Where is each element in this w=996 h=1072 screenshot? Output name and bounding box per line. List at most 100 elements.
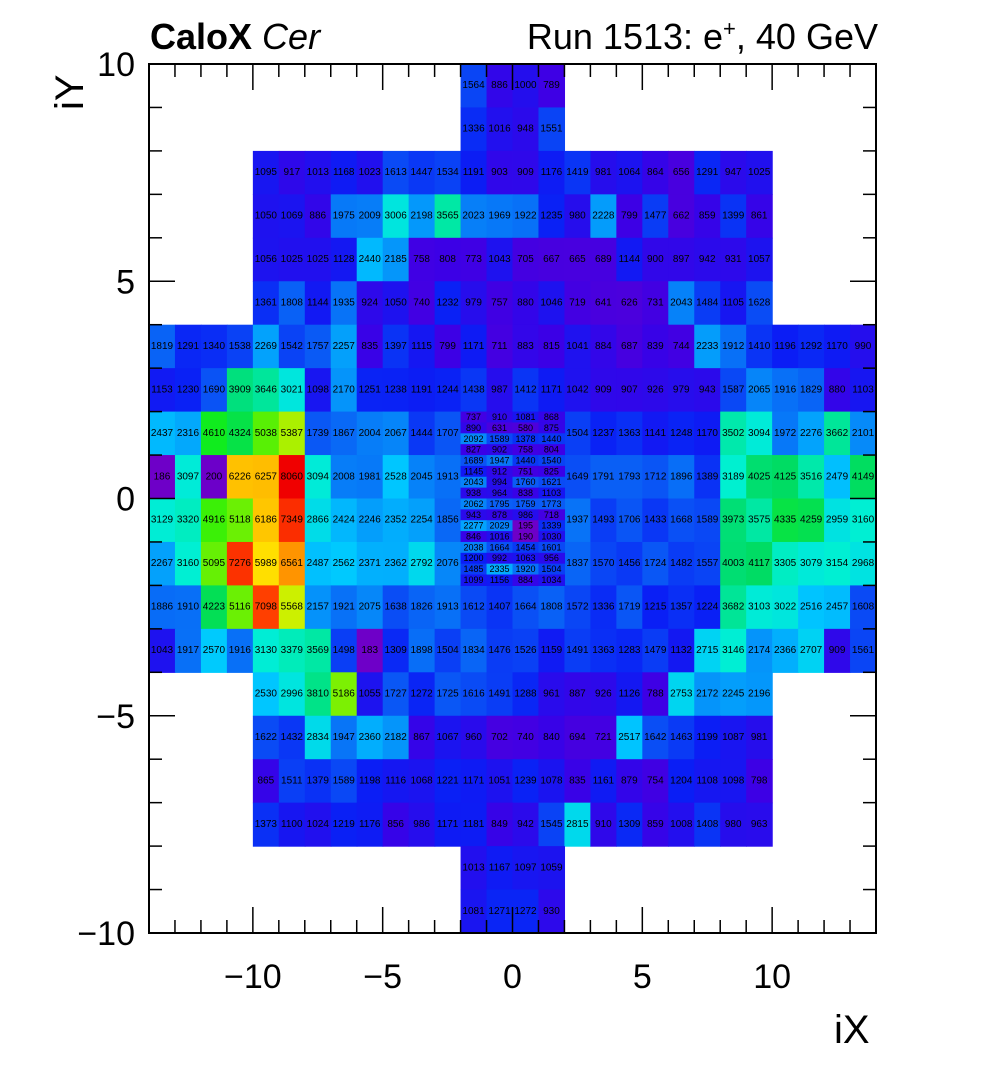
heatmap-cell (356, 368, 384, 413)
heatmap-cell-label: 1087 (722, 732, 745, 743)
heatmap-cell-label: 867 (413, 732, 430, 743)
heatmap-cell (200, 541, 228, 586)
heatmap-cell (408, 281, 436, 326)
heatmap-cell (278, 324, 306, 369)
heatmap-cell (668, 281, 695, 326)
heatmap-cell-label: 1545 (540, 819, 563, 830)
heatmap-cell (408, 368, 436, 413)
heatmap-cell-label: 804 (544, 445, 559, 455)
heatmap-cell-label: 4610 (203, 428, 226, 439)
heatmap-cell-label: 964 (492, 488, 507, 498)
heatmap-cell-label: 1795 (490, 499, 510, 509)
heatmap-cell (434, 411, 462, 456)
heatmap-cell (486, 455, 514, 467)
heatmap-cell-label: 1271 (488, 906, 511, 917)
heatmap-cell (278, 411, 306, 456)
heatmap-cell-label: 897 (673, 254, 690, 265)
heatmap-cell-label: 2062 (464, 499, 484, 509)
heatmap-cell-label: 1760 (515, 477, 535, 487)
heatmap-cell (252, 541, 280, 586)
heatmap-cell (486, 759, 514, 804)
heatmap-cell-label: 3006 (385, 211, 408, 222)
heatmap-cell (616, 194, 643, 239)
charge-sup: + (723, 16, 736, 41)
heatmap-cell (330, 194, 358, 239)
heatmap-cell (512, 585, 540, 630)
heatmap-cell-label: 1498 (333, 645, 356, 656)
heatmap-cell-label: 4335 (774, 515, 797, 526)
heatmap-cell-label: 1601 (541, 542, 561, 552)
heatmap-cell (772, 541, 799, 586)
heatmap-cell-label: 1724 (644, 558, 667, 569)
heatmap-cell-label: 5989 (255, 558, 278, 569)
heatmap-cell (616, 759, 643, 804)
heatmap-cell (538, 487, 566, 500)
heatmap-cell-label: 1103 (542, 488, 561, 498)
heatmap-cell-label: 1444 (411, 428, 434, 439)
heatmap-cell-label: 3094 (307, 471, 330, 482)
heatmap-cell (720, 628, 747, 673)
heatmap-cell (538, 194, 566, 239)
heatmap-cell (330, 672, 358, 717)
heatmap-cell (642, 368, 669, 413)
heatmap-cell (720, 672, 747, 717)
heatmap-cell-label: 1856 (436, 515, 459, 526)
heatmap-cell-label: 1912 (722, 341, 745, 352)
heatmap-cell (668, 498, 695, 543)
heatmap-cell (486, 444, 514, 456)
heatmap-cell-label: 3379 (281, 645, 304, 656)
heatmap-cell-label: 2316 (177, 428, 200, 439)
heatmap-cell (408, 194, 436, 239)
heatmap-cell (720, 237, 747, 282)
heatmap-cell-label: 1440 (541, 434, 561, 444)
heatmap-cell (149, 455, 176, 500)
heatmap-cell (772, 368, 799, 413)
heatmap-cell-label: 1759 (515, 499, 535, 509)
heatmap-cell (460, 715, 488, 760)
heatmap-cell (149, 628, 176, 673)
heatmap-cell (642, 802, 669, 847)
heatmap-cell-label: 2157 (307, 602, 330, 613)
heatmap-cell-label: 2196 (748, 689, 771, 700)
heatmap-cell-label: 1621 (541, 477, 561, 487)
heatmap-cell (356, 541, 384, 586)
heatmap-cell (668, 324, 695, 369)
heatmap-cell (149, 324, 176, 369)
heatmap-cell-label: 719 (569, 297, 586, 308)
heatmap-cell-label: 7349 (281, 515, 304, 526)
heatmap-cell-label: 3130 (255, 645, 278, 656)
heatmap-cell (512, 64, 540, 109)
heatmap-cell-label: 856 (387, 819, 404, 830)
heatmap-cell (460, 237, 488, 282)
heatmap-cell (460, 465, 488, 478)
heatmap-cell-label: 1526 (514, 645, 537, 656)
heatmap-cell (590, 237, 617, 282)
heatmap-cell-label: 2269 (255, 341, 278, 352)
heatmap-cell (226, 498, 254, 543)
heatmap-cell (278, 368, 306, 413)
heatmap-cell (590, 281, 617, 326)
heatmap-cell (512, 531, 540, 543)
heatmap-cell (460, 531, 488, 543)
heatmap-cell (668, 628, 695, 673)
heatmap-cell-label: 1235 (540, 211, 563, 222)
heatmap-cell-label: 2366 (774, 645, 797, 656)
heatmap-cell (512, 552, 540, 565)
heatmap-cell (330, 759, 358, 804)
heatmap-cell (486, 846, 514, 891)
heatmap-cell (668, 455, 695, 500)
heatmap-cell-label: 1024 (307, 819, 330, 830)
heatmap-cell (434, 585, 462, 630)
heatmap-cell (434, 672, 462, 717)
heatmap-cell-label: 751 (518, 466, 533, 476)
heatmap-cell (304, 368, 332, 413)
heatmap-cell (694, 455, 721, 500)
heatmap-cell-label: 3129 (151, 515, 174, 526)
heatmap-cell-label: 1215 (644, 602, 667, 613)
heatmap-cell (798, 498, 825, 543)
heatmap-cell-label: 1886 (151, 602, 174, 613)
heatmap-cell (252, 715, 280, 760)
heatmap-cell-label: 1935 (333, 297, 356, 308)
heatmap-cell (252, 672, 280, 717)
heatmap-cell-label: 994 (492, 477, 507, 487)
